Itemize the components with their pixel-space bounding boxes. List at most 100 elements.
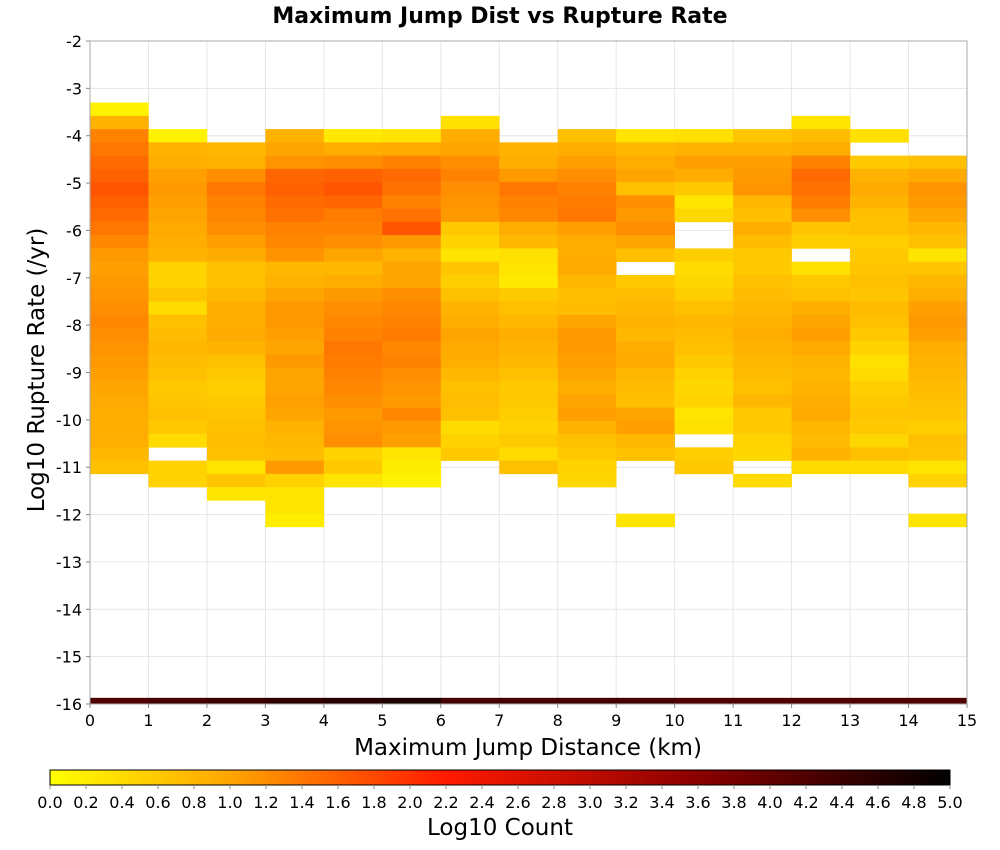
heatmap-cell <box>90 394 149 408</box>
heatmap-cell <box>206 354 266 369</box>
heatmap-cell <box>323 381 383 395</box>
heatmap-cell <box>674 341 734 355</box>
heatmap-cell <box>557 314 617 329</box>
heatmap-cell <box>90 367 149 382</box>
heatmap-cell <box>850 314 909 329</box>
heatmap-cell <box>382 129 442 143</box>
heatmap-cell <box>440 195 500 209</box>
heatmap-cell <box>499 235 559 249</box>
heatmap-cell <box>206 447 266 461</box>
heatmap-cell-bottom <box>557 697 617 704</box>
heatmap-cell <box>382 367 442 382</box>
heatmap-cell <box>382 168 442 183</box>
heatmap-cell <box>440 367 500 382</box>
heatmap-cell <box>148 235 208 249</box>
colorbar-tick-label: 4.8 <box>901 793 926 812</box>
heatmap-cell <box>323 367 383 382</box>
heatmap-cell <box>499 168 559 183</box>
heatmap-cell <box>148 301 208 316</box>
heatmap-cell <box>908 314 968 329</box>
heatmap-cell <box>908 394 968 408</box>
heatmap-cell <box>265 487 325 501</box>
heatmap-cell <box>616 407 675 422</box>
heatmap-cell <box>791 195 851 209</box>
heatmap-cell <box>557 381 617 395</box>
heatmap-cell <box>382 314 442 329</box>
heatmap-cell <box>148 314 208 329</box>
colorbar-tick-label: 2.0 <box>397 793 422 812</box>
heatmap-cell <box>440 235 500 249</box>
heatmap-cell <box>323 195 383 209</box>
heatmap-cell <box>733 235 792 249</box>
heatmap-cell <box>440 341 500 355</box>
x-axis-label: Maximum Jump Distance (km) <box>354 735 702 761</box>
heatmap-cell <box>674 155 734 170</box>
x-tick-label: 4 <box>319 711 329 730</box>
heatmap-cell <box>733 221 792 236</box>
heatmap-cell <box>850 434 909 448</box>
heatmap-cell <box>850 129 909 143</box>
heatmap-cell-bottom <box>908 697 968 704</box>
heatmap-cell <box>440 288 500 302</box>
heatmap-cell <box>440 274 500 289</box>
heatmap-cell <box>440 447 500 461</box>
heatmap-cell <box>440 301 500 316</box>
heatmap-cell <box>908 261 968 276</box>
heatmap-cell <box>265 447 325 461</box>
colorbar-tick-label: 3.6 <box>685 793 710 812</box>
heatmap-cell <box>733 354 792 369</box>
heatmap-cell <box>616 354 675 369</box>
y-tick-label: -8 <box>66 316 82 335</box>
colorbar-label: Log10 Count <box>427 815 573 841</box>
heatmap-cell <box>557 434 617 448</box>
heatmap-cell <box>850 195 909 209</box>
heatmap-cell <box>323 288 383 302</box>
colorbar-tick-label: 5.0 <box>937 793 962 812</box>
y-tick-label: -14 <box>56 600 82 619</box>
heatmap-cell <box>908 195 968 209</box>
heatmap-cell <box>850 155 909 170</box>
heatmap-cell <box>148 129 208 143</box>
colorbar-tick-label: 1.4 <box>289 793 314 812</box>
heatmap-cell <box>90 155 149 170</box>
heatmap-cell <box>265 288 325 302</box>
colorbar-tick-label: 2.8 <box>541 793 566 812</box>
heatmap-cell <box>499 142 559 156</box>
heatmap-cell <box>323 314 383 329</box>
heatmap-cell <box>265 500 325 514</box>
heatmap-cell <box>206 142 266 156</box>
heatmap-cell <box>90 407 149 422</box>
heatmap-cell <box>733 129 792 143</box>
heatmap-cell <box>265 274 325 289</box>
heatmap-cell <box>557 473 617 488</box>
heatmap-cell <box>557 155 617 170</box>
heatmap-cell <box>499 407 559 422</box>
chart-title: Maximum Jump Dist vs Rupture Rate <box>272 4 727 29</box>
heatmap-cell <box>90 248 149 262</box>
heatmap-cell <box>323 301 383 316</box>
heatmap-cell <box>908 274 968 289</box>
heatmap-cell <box>557 182 617 196</box>
heatmap-cell <box>499 182 559 196</box>
heatmap-cell <box>908 248 968 262</box>
heatmap-cell <box>850 447 909 461</box>
heatmap-cell <box>90 261 149 276</box>
heatmap-cell <box>791 155 851 170</box>
heatmap-cell <box>206 155 266 170</box>
heatmap-cell <box>323 447 383 461</box>
colorbar-tick-label: 1.8 <box>361 793 386 812</box>
heatmap-cell <box>206 394 266 408</box>
heatmap-cell <box>206 301 266 316</box>
heatmap-cell <box>206 208 266 223</box>
x-tick-label: 10 <box>664 711 684 730</box>
heatmap-cell <box>791 341 851 355</box>
heatmap-cell <box>733 473 792 488</box>
heatmap-cell <box>674 248 734 262</box>
heatmap-cell <box>850 274 909 289</box>
heatmap-cell <box>440 155 500 170</box>
heatmap-cell <box>440 182 500 196</box>
heatmap-cell <box>850 341 909 355</box>
heatmap-cell <box>90 102 149 117</box>
heatmap-cell <box>382 327 442 342</box>
